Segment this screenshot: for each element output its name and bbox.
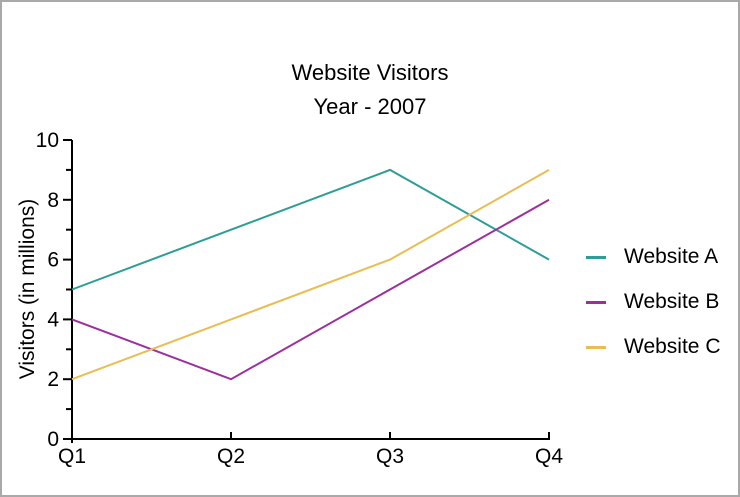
y-tick-label: 0: [47, 428, 59, 451]
chart-title: Website Visitors: [291, 60, 449, 85]
x-tick-label: Q1: [58, 445, 86, 468]
series-line-website-c: [71, 169, 550, 381]
legend-item-website-c: Website C: [586, 335, 720, 359]
legend-label-website-c: Website C: [624, 335, 721, 358]
legend-label-website-a: Website A: [624, 245, 719, 268]
legend-item-website-b: Website B: [586, 290, 720, 314]
y-tick-label: 8: [47, 189, 59, 212]
chart-subtitle: Year - 2007: [313, 94, 427, 119]
legend-label-website-b: Website B: [624, 290, 720, 313]
legend-marker-website-b: [586, 300, 606, 304]
y-tick-label: 10: [36, 129, 59, 152]
legend-item-website-a: Website A: [586, 245, 720, 269]
legend-marker-website-a: [586, 255, 606, 259]
series-line-website-a: [71, 168, 550, 291]
x-tick-label: Q3: [376, 445, 404, 468]
y-tick-label: 4: [47, 308, 59, 331]
x-tick-label: Q2: [217, 445, 245, 468]
y-tick-label: 6: [47, 249, 59, 272]
chart-legend: Website A Website B Website C: [586, 245, 720, 359]
x-tick-label: Q4: [535, 445, 563, 468]
y-tick-label: 2: [47, 368, 59, 391]
legend-marker-website-c: [586, 345, 606, 349]
